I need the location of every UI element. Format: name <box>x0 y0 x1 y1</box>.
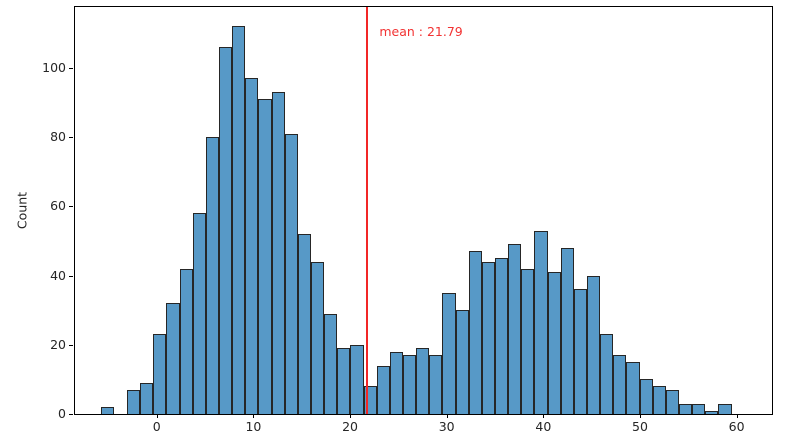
histogram-bar <box>389 351 403 414</box>
histogram-bar <box>521 268 535 414</box>
histogram-bar <box>705 410 719 414</box>
histogram-bar <box>205 137 219 414</box>
y-axis-tick <box>69 344 73 346</box>
y-axis-tick-label: 60 <box>50 198 66 214</box>
x-axis-tick-label: 50 <box>632 419 648 434</box>
histogram-bar <box>245 78 259 414</box>
histogram-bar <box>573 289 587 414</box>
histogram-bar <box>140 382 154 414</box>
x-axis-tick <box>639 414 641 418</box>
plot-area: mean : 21.79 <box>74 6 773 415</box>
histogram-bar <box>560 247 574 414</box>
histogram-bar <box>587 275 601 414</box>
histogram-bar <box>258 99 272 414</box>
histogram-bar <box>600 334 614 414</box>
histogram-bar <box>271 92 285 414</box>
histogram-bar <box>179 268 193 414</box>
histogram-bar <box>665 389 679 414</box>
histogram-bar <box>481 261 495 414</box>
mean-line <box>366 7 369 414</box>
x-axis-tick-label: 40 <box>535 419 552 434</box>
histogram-bar <box>495 258 509 414</box>
y-axis-tick-label: 20 <box>50 336 66 352</box>
histogram-bar <box>324 313 338 414</box>
histogram-bar <box>153 334 167 414</box>
histogram-bar <box>337 348 351 414</box>
x-axis-tick-label: 20 <box>342 419 358 434</box>
histogram-bar <box>626 362 640 414</box>
histogram-bar <box>416 348 430 414</box>
histogram-bar <box>126 389 141 414</box>
x-axis-tick <box>156 414 158 418</box>
y-axis-tick <box>69 67 73 69</box>
x-axis-tick-label: 60 <box>728 419 745 434</box>
y-axis-tick <box>69 414 73 415</box>
histogram-bar <box>311 261 325 414</box>
histogram-bar <box>692 403 706 414</box>
histogram-bar <box>192 213 206 414</box>
x-axis-tick-label: 10 <box>245 419 262 434</box>
histogram-bar <box>455 310 469 414</box>
histogram-bar <box>442 292 456 414</box>
histogram-bar <box>284 133 298 414</box>
histogram-bar <box>547 272 561 414</box>
histogram-bar <box>468 251 482 414</box>
histogram-bar <box>534 230 548 414</box>
histogram-bar <box>166 303 180 414</box>
histogram-bar <box>403 355 417 414</box>
histogram-bar <box>613 355 627 414</box>
histogram-bar <box>639 379 653 414</box>
x-axis-tick <box>350 414 352 418</box>
histogram-bar <box>679 403 693 414</box>
y-axis-tick-label: 0 <box>58 406 66 421</box>
y-axis-title: Count <box>14 191 30 230</box>
x-axis-tick <box>736 414 738 418</box>
histogram-bar <box>100 407 114 414</box>
histogram-bar <box>508 244 522 414</box>
histogram-bar <box>652 386 666 414</box>
histogram-bar <box>350 344 364 414</box>
x-axis-tick <box>253 414 255 418</box>
x-axis-tick <box>543 414 545 418</box>
x-axis-tick-label: 0 <box>152 419 161 434</box>
y-axis-tick <box>69 206 73 208</box>
y-axis-tick <box>69 275 73 277</box>
histogram-bar <box>429 355 443 414</box>
mean-label: mean : 21.79 <box>379 24 463 39</box>
x-axis-tick <box>446 414 448 418</box>
x-axis-tick-label: 30 <box>438 419 455 434</box>
histogram-bar <box>232 26 246 414</box>
y-axis-tick <box>69 137 73 139</box>
histogram-bar <box>219 47 233 414</box>
histogram-bar <box>376 365 390 414</box>
histogram-bar <box>718 403 732 414</box>
y-axis-tick-label: 40 <box>50 267 66 283</box>
y-axis-tick-label: 100 <box>42 59 66 75</box>
histogram-bar <box>297 234 311 414</box>
y-axis-tick-label: 80 <box>50 129 66 145</box>
